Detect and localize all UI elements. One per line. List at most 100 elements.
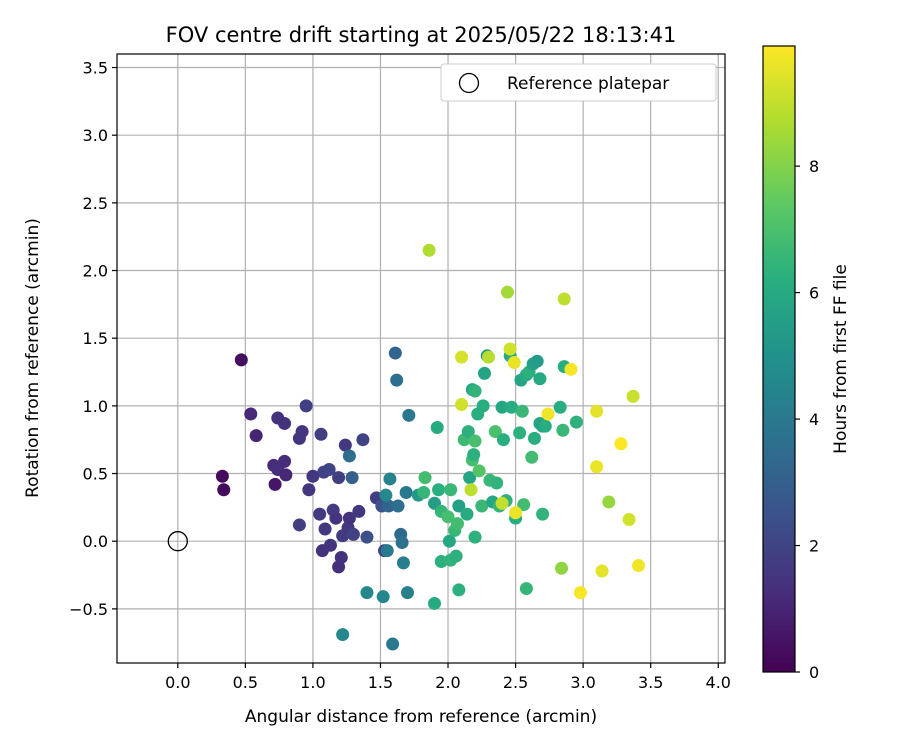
data-point [391,499,405,513]
y-tick-label: 0.0 [83,532,108,551]
data-point [602,495,616,509]
y-axis-ticks: −0.5 0.0 0.5 1.0 1.5 2.0 2.5 3.0 3.5 [69,59,117,619]
data-point [278,416,292,430]
x-tick-label: 2.5 [503,673,528,692]
data-point [352,504,366,518]
data-point [614,437,628,451]
data-point [402,408,416,422]
x-tick-label: 0.5 [233,673,258,692]
data-point [495,400,509,414]
data-point [380,544,394,558]
data-point [417,485,431,499]
y-tick-label: 1.0 [83,397,108,416]
data-point [463,471,477,485]
x-axis-ticks: 0.0 0.5 1.0 1.5 2.0 2.5 3.0 3.5 4.0 [165,663,731,692]
legend: Reference platepar [440,63,717,102]
data-point [215,469,229,483]
data-point [292,518,306,532]
data-point [590,460,604,474]
data-point [399,485,413,499]
data-point [336,628,350,642]
data-point [496,433,510,447]
data-point [444,483,458,497]
data-point [395,536,409,550]
data-point [556,423,570,437]
x-tick-label: 3.0 [570,673,595,692]
data-point [452,583,466,597]
y-tick-label: 1.5 [83,329,108,348]
data-point [295,425,309,439]
x-axis-label: Angular distance from reference (arcmin) [245,707,597,727]
data-point [422,243,436,257]
y-axis-label: Rotation from reference (arcmin) [23,218,43,498]
legend-reference-marker [458,72,480,94]
data-point [461,425,475,439]
data-point [503,342,517,356]
data-point [464,483,478,497]
data-point [442,534,456,548]
data-point [527,431,541,445]
data-point [478,366,492,380]
chart-title: FOV centre drift starting at 2025/05/22 … [166,23,677,47]
plot-frame [116,53,726,664]
legend-box [440,63,717,102]
data-point [313,507,327,521]
data-point [472,464,486,478]
data-point [418,471,432,485]
data-point [475,499,489,513]
colorbar-ticks: 0 2 4 6 8 [795,157,819,682]
data-point [400,586,414,600]
data-point [573,586,587,600]
data-point [533,372,547,386]
y-tick-label: −0.5 [69,600,108,619]
colorbar: 0 2 4 6 8 Hours from first FF file [762,45,851,682]
data-point [430,421,444,435]
data-point [564,362,578,376]
data-point [334,550,348,564]
data-point [538,419,552,433]
data-point [390,373,404,387]
data-point [383,472,397,486]
data-point [428,596,442,610]
data-point [379,488,393,502]
data-point [455,350,469,364]
data-point [450,517,464,531]
data-point [306,469,320,483]
data-point [590,404,604,418]
x-tick-label: 0.0 [165,673,190,692]
data-point [500,285,514,299]
data-point [495,496,509,510]
data-point [360,586,374,600]
data-point [467,448,481,462]
data-point [595,564,609,578]
data-point [388,346,402,360]
data-point [332,471,346,485]
data-point [513,426,527,440]
data-point [460,507,474,521]
data-point [553,400,567,414]
data-point [632,559,646,573]
data-point [476,399,490,413]
data-point [244,407,258,421]
data-point [356,433,370,447]
data-point [519,582,533,596]
data-point [569,415,583,429]
data-point [441,510,455,524]
y-tick-label: 3.5 [83,59,108,78]
data-point [342,511,356,525]
data-point [346,527,360,541]
colorbar-frame [762,45,796,673]
data-point [318,522,332,536]
data-point [468,434,482,448]
data-point [482,350,496,364]
x-tick-label: 1.0 [300,673,325,692]
x-tick-label: 1.5 [368,673,393,692]
data-point [488,425,502,439]
data-point [322,462,336,476]
colorbar-tick-label: 6 [809,284,819,303]
x-tick-label: 2.0 [435,673,460,692]
scatter-points [215,243,646,651]
colorbar-gradient [763,46,795,672]
x-tick-label: 3.5 [638,673,663,692]
